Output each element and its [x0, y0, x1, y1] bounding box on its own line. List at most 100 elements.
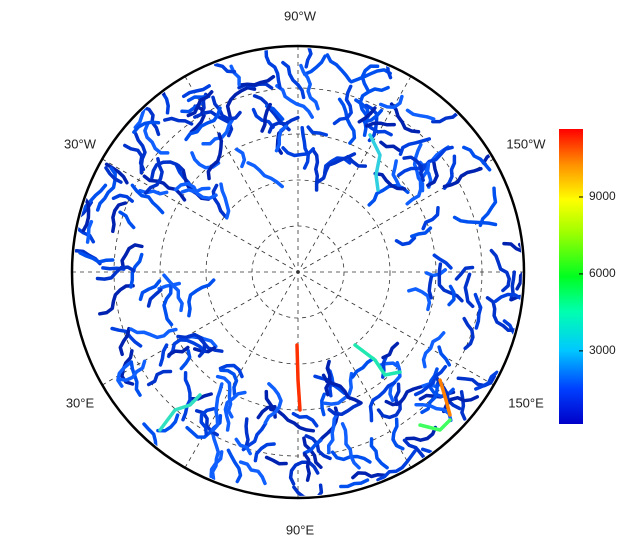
river	[129, 327, 178, 340]
river	[353, 343, 402, 377]
river	[402, 155, 425, 182]
river	[324, 359, 332, 397]
river	[362, 108, 384, 124]
colorbar	[559, 129, 583, 424]
river	[502, 241, 522, 254]
river	[462, 316, 475, 351]
river	[215, 374, 234, 419]
river	[442, 166, 483, 189]
river	[211, 183, 227, 218]
river	[219, 182, 231, 220]
river	[456, 375, 497, 388]
river	[391, 417, 405, 451]
river	[118, 326, 131, 357]
river	[219, 368, 239, 397]
lon-label: 90°E	[286, 522, 315, 537]
river	[226, 448, 243, 484]
river	[365, 121, 396, 128]
river	[424, 268, 448, 278]
river	[143, 122, 170, 155]
river	[291, 411, 319, 428]
river	[300, 125, 310, 170]
river	[150, 160, 184, 180]
river	[269, 407, 316, 433]
lon-label: 30°E	[66, 395, 95, 410]
river	[238, 460, 267, 486]
river	[427, 275, 434, 300]
river	[326, 411, 340, 455]
river	[320, 392, 327, 417]
river	[281, 146, 316, 158]
river	[246, 161, 284, 189]
river	[407, 287, 432, 312]
river	[376, 400, 402, 420]
colorbar-tick-label: 6000	[589, 266, 616, 280]
river	[463, 272, 475, 309]
river	[213, 62, 237, 74]
river	[405, 161, 431, 206]
lon-label: 90°W	[284, 8, 317, 23]
river	[211, 382, 224, 433]
river	[133, 132, 147, 175]
river	[420, 381, 440, 415]
river	[264, 455, 288, 466]
river	[376, 449, 417, 482]
river	[358, 85, 390, 117]
river	[432, 253, 453, 270]
river	[302, 438, 323, 455]
river	[267, 115, 300, 134]
river	[310, 147, 320, 192]
river	[253, 442, 276, 463]
river	[410, 226, 433, 239]
river	[421, 331, 446, 369]
river	[158, 393, 202, 432]
river	[244, 417, 250, 449]
river	[478, 186, 498, 228]
river	[413, 364, 448, 397]
river	[325, 53, 352, 83]
river	[263, 382, 283, 425]
river	[474, 370, 499, 391]
river	[368, 380, 397, 423]
river	[234, 437, 252, 456]
river	[218, 363, 244, 379]
river	[186, 332, 207, 358]
river	[116, 361, 131, 388]
river	[332, 84, 353, 126]
river	[339, 478, 370, 489]
river	[302, 452, 311, 482]
river	[459, 390, 467, 421]
river	[234, 147, 247, 169]
river	[134, 69, 166, 96]
river	[146, 288, 163, 308]
river	[202, 110, 234, 138]
river	[210, 430, 221, 481]
river	[166, 338, 207, 359]
river	[146, 369, 173, 387]
river	[179, 348, 192, 371]
river	[138, 279, 162, 302]
river	[489, 248, 511, 293]
river	[304, 48, 313, 69]
river	[437, 262, 464, 303]
river	[120, 243, 144, 270]
river	[211, 95, 242, 121]
river	[360, 64, 380, 92]
river	[209, 450, 224, 479]
river	[384, 385, 423, 407]
river	[111, 193, 134, 203]
river	[438, 378, 452, 417]
river	[454, 265, 475, 281]
river	[346, 154, 368, 168]
river	[288, 460, 320, 486]
river	[485, 296, 517, 333]
colorbar-tick-label: 9000	[589, 189, 616, 203]
river	[162, 284, 174, 327]
river	[130, 183, 165, 215]
river	[186, 90, 214, 118]
river	[199, 407, 216, 437]
river	[452, 215, 498, 227]
river	[95, 166, 117, 212]
river	[117, 359, 147, 382]
river	[144, 157, 164, 195]
